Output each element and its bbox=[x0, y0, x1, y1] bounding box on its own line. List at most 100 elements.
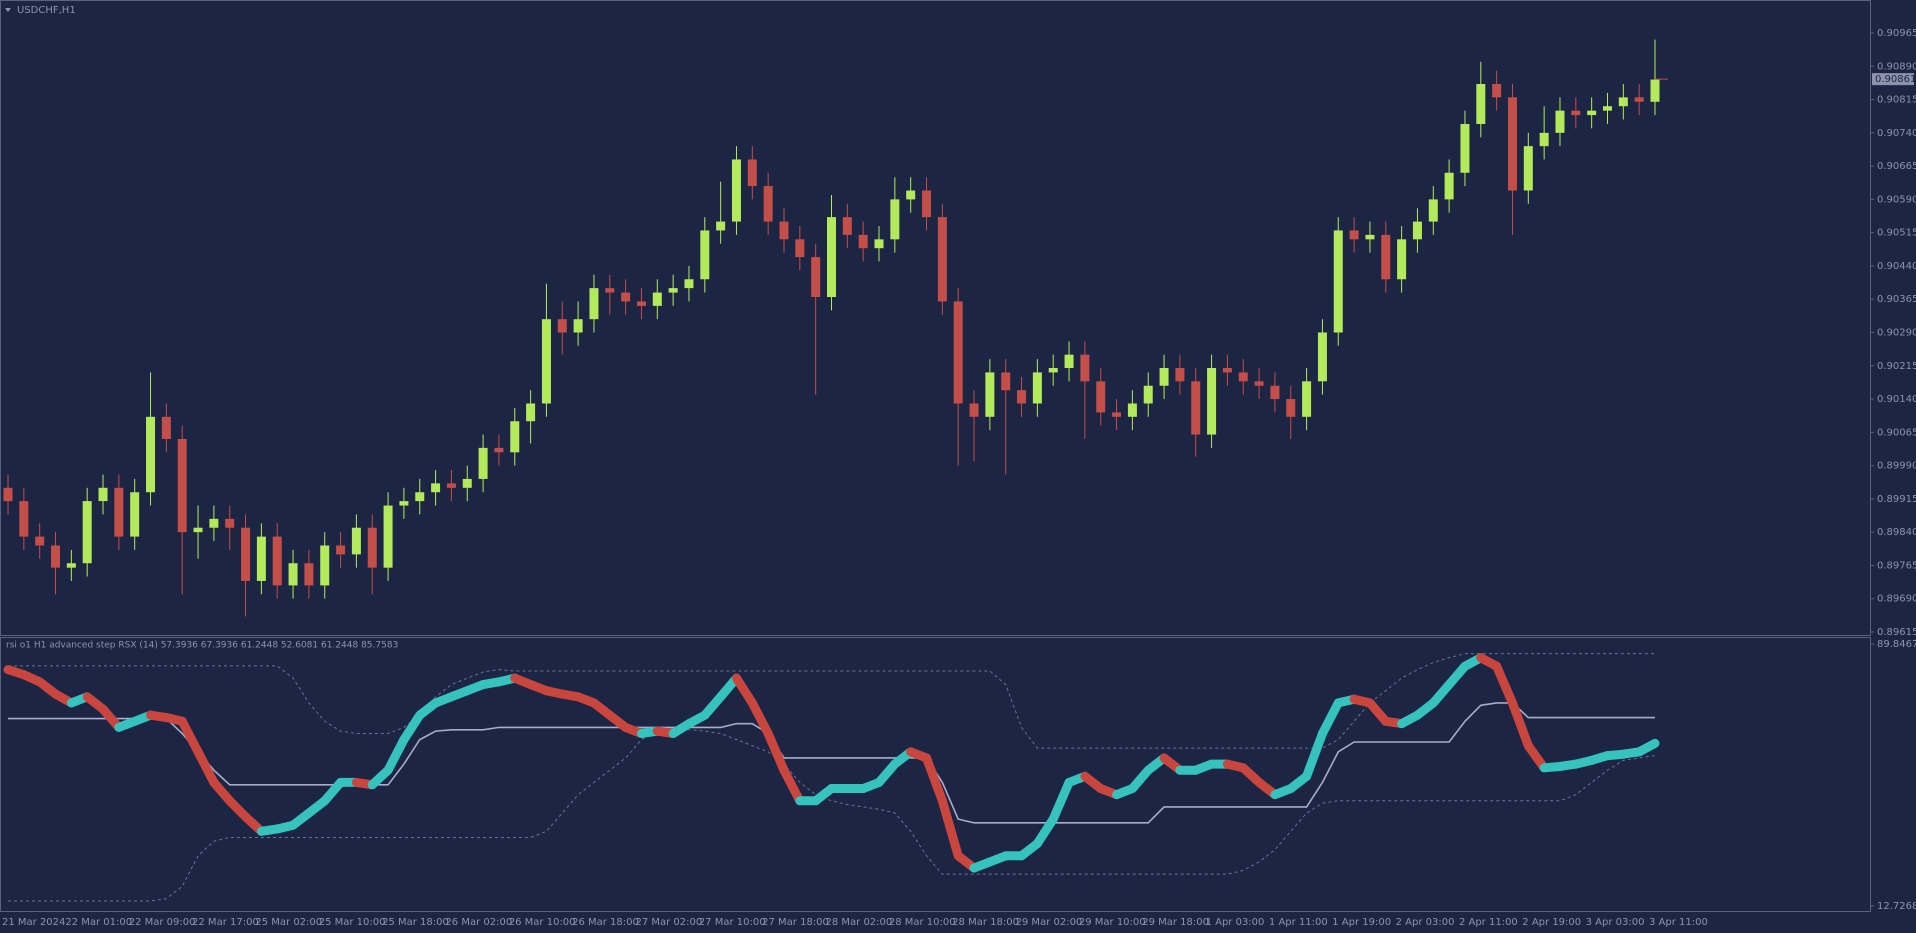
x-tick-label: 25 Mar 18:00 bbox=[382, 917, 449, 928]
candle-body bbox=[446, 483, 456, 488]
y-tick-label: 12.7268 bbox=[1877, 901, 1916, 912]
y-tick-label: 0.90290 bbox=[1877, 328, 1916, 339]
y-tick-label: 0.90215 bbox=[1877, 361, 1916, 372]
y-tick-label: 0.90665 bbox=[1877, 161, 1916, 172]
candle-body bbox=[177, 438, 187, 533]
candle-body bbox=[842, 217, 852, 235]
candle-body bbox=[1650, 79, 1660, 102]
rsx-segment bbox=[763, 729, 789, 775]
y-tick-label: 0.89990 bbox=[1877, 461, 1916, 472]
x-tick-label: 1 Apr 19:00 bbox=[1332, 917, 1391, 928]
candle-body bbox=[605, 288, 615, 293]
rsx-segment bbox=[1634, 738, 1660, 757]
candle-body bbox=[953, 301, 963, 404]
candle-body bbox=[1001, 372, 1011, 391]
candle-body bbox=[51, 545, 61, 568]
candle-body bbox=[1444, 172, 1454, 200]
candle-body bbox=[415, 492, 425, 502]
x-tick-label: 27 Mar 10:00 bbox=[699, 917, 766, 928]
x-tick-label: 29 Mar 02:00 bbox=[1016, 917, 1083, 928]
candle-body bbox=[1286, 399, 1296, 417]
candle-body bbox=[1096, 381, 1106, 413]
candle-body bbox=[1317, 332, 1327, 382]
y-tick-label: 0.90515 bbox=[1877, 228, 1916, 239]
candle-body bbox=[874, 239, 884, 249]
x-tick-label: 2 Apr 19:00 bbox=[1522, 917, 1581, 928]
x-tick-label: 29 Mar 18:00 bbox=[1142, 917, 1209, 928]
x-tick-label: 22 Mar 17:00 bbox=[192, 917, 259, 928]
candle-body bbox=[367, 527, 377, 568]
candle-body bbox=[1207, 367, 1217, 435]
candle-body bbox=[494, 447, 504, 453]
candle-body bbox=[1032, 372, 1042, 404]
candle-body bbox=[969, 403, 979, 417]
y-tick-label: 0.89915 bbox=[1877, 494, 1916, 505]
x-tick-label: 2 Apr 11:00 bbox=[1459, 917, 1518, 928]
rsx-segment bbox=[193, 747, 219, 787]
candle-body bbox=[82, 501, 92, 564]
x-tick-label: 1 Apr 11:00 bbox=[1269, 917, 1328, 928]
candle-body bbox=[256, 536, 266, 581]
rsx-segment bbox=[1048, 777, 1074, 824]
candle-body bbox=[937, 217, 947, 302]
x-tick-label: 22 Mar 09:00 bbox=[129, 917, 196, 928]
y-tick-label: 0.90365 bbox=[1877, 294, 1916, 305]
y-tick-label: 0.89615 bbox=[1877, 627, 1916, 638]
x-tick-label: 25 Mar 10:00 bbox=[319, 917, 386, 928]
candle-body bbox=[747, 159, 757, 187]
y-tick-label: 0.89765 bbox=[1877, 560, 1916, 571]
x-tick-label: 27 Mar 18:00 bbox=[762, 917, 829, 928]
candle-body bbox=[399, 501, 409, 506]
candle-body bbox=[731, 159, 741, 222]
candle-body bbox=[98, 487, 108, 502]
candle-body bbox=[383, 505, 393, 568]
candle-body bbox=[225, 518, 235, 528]
candle-body bbox=[1159, 367, 1169, 386]
rsx-segment bbox=[937, 796, 963, 861]
candle-body bbox=[1412, 221, 1422, 240]
candle-body bbox=[700, 230, 710, 280]
y-tick-label: 0.90740 bbox=[1877, 128, 1916, 139]
candle-body bbox=[811, 257, 821, 298]
y-tick-label: 0.90590 bbox=[1877, 194, 1916, 205]
candle-body bbox=[573, 319, 583, 333]
candle-body bbox=[1618, 97, 1628, 107]
candle-body bbox=[114, 487, 124, 537]
rsx-segment bbox=[747, 698, 773, 739]
rsx-segment bbox=[1032, 814, 1058, 849]
last-price-label: 0.90861 bbox=[1875, 74, 1916, 85]
y-tick-label: 0.90065 bbox=[1877, 427, 1916, 438]
x-tick-label: 28 Mar 18:00 bbox=[952, 917, 1019, 928]
candle-body bbox=[1127, 403, 1137, 417]
candle-body bbox=[510, 421, 520, 453]
candle-body bbox=[241, 527, 251, 581]
x-tick-label: 29 Mar 10:00 bbox=[1079, 917, 1146, 928]
candle-body bbox=[304, 563, 314, 586]
candle-body bbox=[1270, 385, 1280, 400]
candle-body bbox=[1191, 381, 1201, 435]
candle-body bbox=[161, 416, 171, 439]
step-line bbox=[8, 702, 1655, 824]
y-tick-label: 0.89690 bbox=[1877, 594, 1916, 605]
candle-body bbox=[1080, 354, 1090, 382]
x-tick-label: 28 Mar 10:00 bbox=[889, 917, 956, 928]
x-tick-label: 3 Apr 03:00 bbox=[1586, 917, 1645, 928]
candle-body bbox=[621, 292, 631, 302]
rsx-segment bbox=[1317, 698, 1343, 739]
x-tick-label: 21 Mar 2024 bbox=[2, 917, 65, 928]
candle-body bbox=[1587, 110, 1597, 116]
candle-body bbox=[1381, 234, 1391, 280]
y-tick-label: 0.90815 bbox=[1877, 95, 1916, 106]
rsx-segment bbox=[399, 710, 425, 745]
candle-body bbox=[1602, 106, 1612, 111]
candle-body bbox=[431, 483, 441, 493]
candle-body bbox=[1222, 367, 1232, 373]
x-tick-label: 26 Mar 18:00 bbox=[572, 917, 639, 928]
last-price-box bbox=[1872, 73, 1914, 86]
candle-body bbox=[668, 288, 678, 293]
candle-body bbox=[827, 217, 836, 298]
candle-body bbox=[1571, 110, 1581, 116]
x-tick-label: 3 Apr 11:00 bbox=[1649, 917, 1708, 928]
